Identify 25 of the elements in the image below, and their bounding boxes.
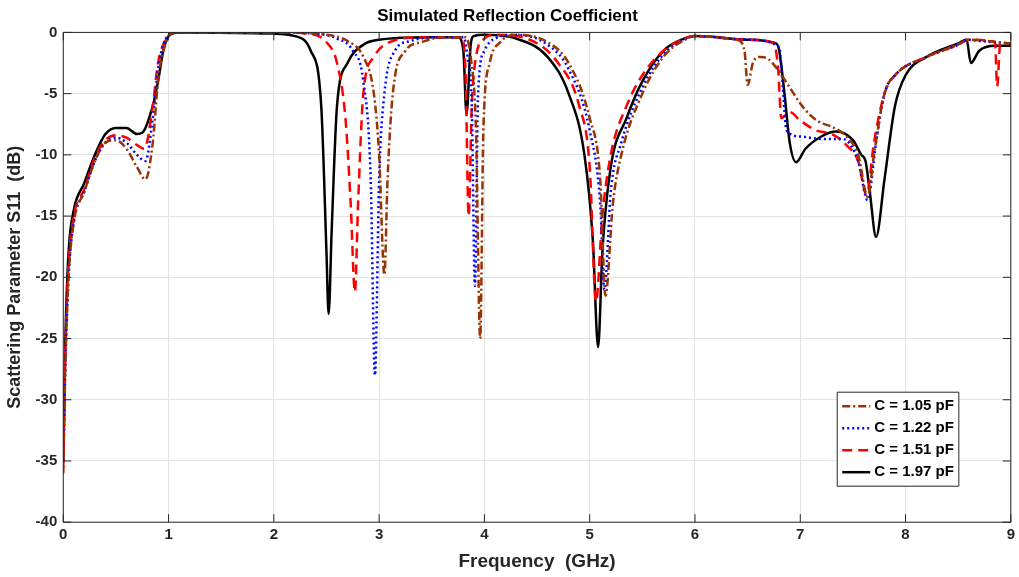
y-tick-label: -5 (43, 83, 58, 101)
x-tick-label: 8 (901, 525, 910, 543)
x-tick-label: 4 (480, 525, 490, 543)
chart-title: Simulated Reflection Coefficient (377, 5, 639, 25)
legend-label: C = 1.97 pF (874, 462, 954, 480)
y-tick-label: -10 (35, 144, 58, 162)
x-tick-label: 5 (585, 525, 594, 543)
y-tick-label: -40 (35, 512, 58, 530)
x-tick-label: 6 (690, 525, 700, 543)
y-tick-label: -20 (35, 267, 58, 285)
legend-label: C = 1.05 pF (874, 396, 954, 414)
legend-label: C = 1.51 pF (874, 440, 954, 458)
y-tick-label: -15 (35, 206, 58, 224)
x-tick-label: 1 (164, 525, 173, 543)
x-tick-label: 3 (374, 525, 384, 543)
x-tick-label: 2 (269, 525, 279, 543)
y-tick-label: -30 (35, 389, 58, 407)
y-axis-title: Scattering Parameter S11 (dB) (3, 145, 24, 409)
x-tick-label: 9 (1006, 525, 1015, 543)
x-tick-label: 7 (796, 525, 805, 543)
y-tick-label: -35 (35, 451, 58, 469)
legend-label: C = 1.22 pF (874, 418, 954, 436)
x-axis-title: Frequency (GHz) (458, 549, 616, 571)
y-tick-label: 0 (48, 22, 58, 40)
y-tick-label: -25 (35, 328, 58, 346)
